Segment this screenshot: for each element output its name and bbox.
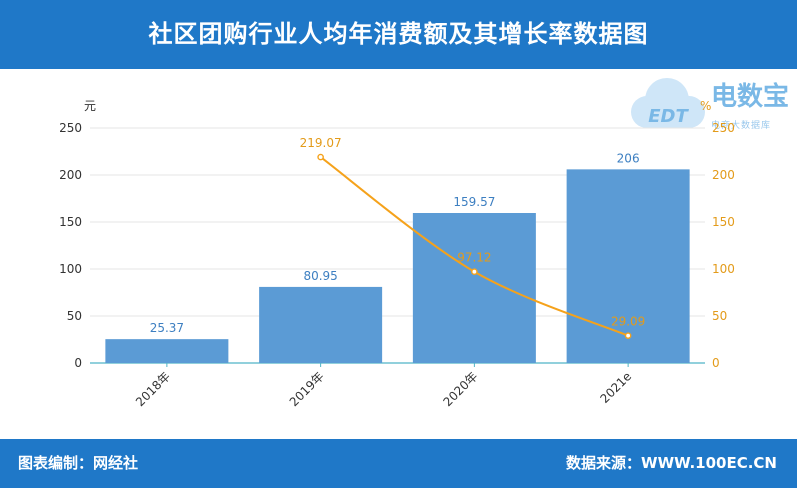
left-tick-label: 250 (59, 121, 82, 135)
line-value-label: 29.09 (611, 315, 645, 329)
page-title: 社区团购行业人均年消费额及其增长率数据图 (148, 20, 649, 48)
left-tick-label: 100 (59, 262, 82, 276)
footer-source: 数据来源：WWW.100EC.CN (566, 454, 777, 472)
line-point (471, 268, 478, 276)
x-tick-label: 2018年 (133, 369, 173, 409)
bar-value-label: 80.95 (303, 269, 337, 283)
bar-value-label: 206 (617, 151, 640, 165)
logo: EDT 电数宝 电商大数据库 (625, 72, 793, 138)
footer-banner: 图表编制：网经社 数据来源：WWW.100EC.CN (0, 439, 797, 488)
logo-name: 电数宝 (711, 82, 790, 112)
left-tick-label: 0 (74, 356, 82, 370)
right-tick-label: 250 (712, 121, 735, 135)
right-tick-label: 0 (712, 356, 720, 370)
left-tick-label: 150 (59, 215, 82, 229)
x-tick-label: 2019年 (287, 369, 327, 409)
chart: 0 50 100 150 200 250 0 50 100 150 200 250 元 % 25.3… (59, 99, 735, 409)
left-tick-label: 50 (67, 309, 82, 323)
footer-credit: 图表编制：网经社 (18, 454, 139, 472)
right-tick-label: 200 (712, 168, 735, 182)
right-axis: 0 50 100 150 200 250 (712, 121, 735, 370)
left-axis-unit: 元 (84, 99, 96, 113)
line-point (624, 332, 632, 339)
right-tick-label: 50 (712, 309, 727, 323)
bar-value-label: 159.57 (453, 195, 495, 209)
x-tick-label: 2020年 (441, 369, 481, 409)
right-axis-unit: % (700, 99, 711, 113)
left-axis: 0 50 100 150 200 250 (59, 121, 82, 370)
x-axis: 2018年 2019年 2020年 2021e (133, 363, 634, 409)
right-tick-label: 100 (712, 262, 735, 276)
line-value-label: 97.12 (457, 251, 491, 265)
header-banner: 社区团购行业人均年消费额及其增长率数据图 (0, 0, 797, 69)
cloud-logo-icon: EDT (631, 78, 705, 128)
bar-value-label: 25.37 (150, 321, 184, 335)
logo-subtitle: 电商大数据库 (711, 121, 772, 131)
bar (566, 169, 690, 363)
line-series: 219.07 97.12 29.09 (300, 136, 645, 339)
bar (259, 286, 383, 363)
left-tick-label: 200 (59, 168, 82, 182)
bar (105, 339, 229, 363)
bar (412, 213, 536, 363)
x-tick-label: 2021e (598, 369, 635, 406)
line-value-label: 219.07 (300, 136, 342, 150)
line-point (317, 153, 324, 161)
logo-mark: EDT (648, 106, 689, 127)
right-tick-label: 150 (712, 215, 735, 229)
bar-series: 25.37 80.95 159.57 206 (105, 151, 690, 363)
